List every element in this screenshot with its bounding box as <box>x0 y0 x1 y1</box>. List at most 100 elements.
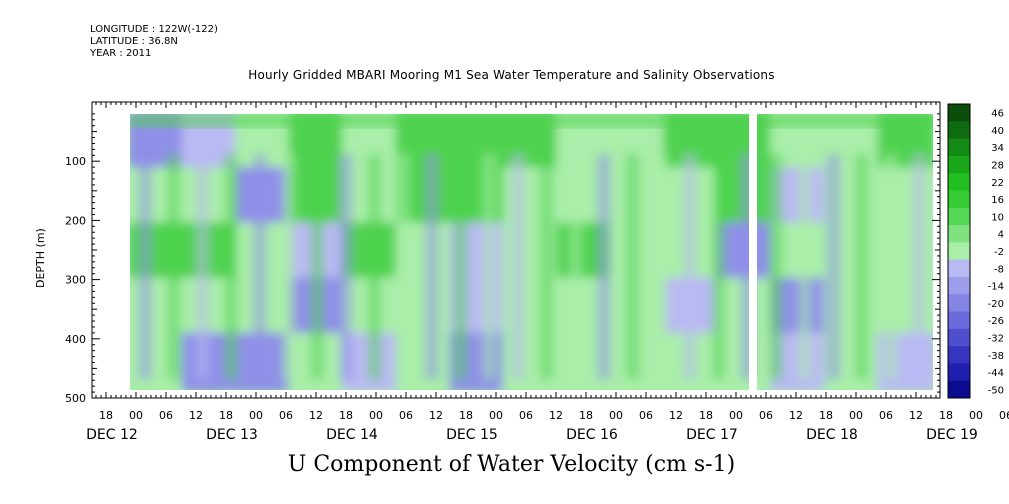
colorbar-label: 40 <box>991 126 1004 137</box>
x-tick-label: 12 <box>909 409 923 422</box>
colorbar-label: -20 <box>988 299 1004 310</box>
x-tick-label: 06 <box>999 409 1009 422</box>
colorbar-frame <box>947 103 971 399</box>
heat-streak <box>855 154 869 380</box>
colorbar-label: -44 <box>988 368 1004 379</box>
x-tick-label: 00 <box>849 409 863 422</box>
colorbar-swatch <box>948 155 970 174</box>
colorbar-swatch <box>948 104 970 122</box>
heat-streak <box>224 154 238 380</box>
x-tick-label: 12 <box>309 409 323 422</box>
heat-streak <box>568 154 582 380</box>
heat-streak <box>769 154 783 380</box>
heat-streak <box>167 154 181 380</box>
x-tick-label: 18 <box>939 409 953 422</box>
heat-streak <box>195 154 209 380</box>
x-tick-label: 06 <box>639 409 653 422</box>
heat-streak <box>712 154 726 380</box>
chart-title: Hourly Gridded MBARI Mooring M1 Sea Wate… <box>0 68 1009 82</box>
heat-streak <box>654 154 668 380</box>
x-axis: 18 00 06 12 18 00 06 12 18 00 06 12 18 00 06 12 18 00 06 12… <box>86 102 1009 443</box>
heat-streak <box>826 154 840 380</box>
x-tick-label: 00 <box>369 409 383 422</box>
colorbar-label: 10 <box>991 212 1004 223</box>
colorbar-swatch <box>948 173 970 191</box>
heat-streak <box>626 154 640 380</box>
x-tick-label: 00 <box>729 409 743 422</box>
x-tick-label: 12 <box>669 409 683 422</box>
x-tick-label: 00 <box>609 409 623 422</box>
x-tick-label: 06 <box>399 409 413 422</box>
x-tick-label: 00 <box>969 409 983 422</box>
x-tick-label: 18 <box>579 409 593 422</box>
colorbar-label: -26 <box>988 316 1004 327</box>
colorbar-label: -50 <box>988 385 1004 396</box>
colorbar-label: -32 <box>988 333 1004 344</box>
heat-streak <box>396 154 410 380</box>
colorbar-swatch <box>948 121 970 140</box>
colorbar-swatch <box>948 242 970 261</box>
colorbar-swatch <box>948 328 970 347</box>
longitude-label: LONGITUDE : 122W(-122) <box>90 24 218 35</box>
x-day-label: DEC 19 <box>926 427 978 443</box>
data-gap <box>749 114 757 390</box>
x-tick-label: 00 <box>489 409 503 422</box>
colorbar-label: 34 <box>991 143 1004 154</box>
heat-streak <box>683 154 697 380</box>
colorbar-swatch <box>948 346 970 364</box>
y-axis: 100 200 300 400 500 <box>65 113 940 405</box>
heatmap-field <box>130 114 933 390</box>
x-tick-label: 12 <box>549 409 563 422</box>
x-tick-label: 06 <box>159 409 173 422</box>
heat-streak <box>310 154 324 380</box>
colorbar-swatch <box>948 138 970 157</box>
colorbar-label: 22 <box>991 178 1004 189</box>
x-day-label: DEC 15 <box>446 427 498 443</box>
y-tick-label: 200 <box>65 214 86 227</box>
heat-streak <box>540 154 554 380</box>
y-axis-label: DEPTH (m) <box>34 228 47 288</box>
colorbar-swatch <box>948 294 970 313</box>
plot-title-text: U Component of Water Velocity (cm s-1) <box>287 452 736 477</box>
colorbar-label: 4 <box>998 230 1004 241</box>
heat-streak <box>597 154 611 380</box>
x-day-label: DEC 12 <box>86 427 138 443</box>
heat-streak <box>425 154 439 380</box>
x-day-label: DEC 13 <box>206 427 258 443</box>
x-tick-label: 00 <box>129 409 143 422</box>
colorbar-swatch <box>948 276 970 295</box>
x-tick-label: 12 <box>789 409 803 422</box>
x-day-label: DEC 17 <box>686 427 738 443</box>
y-tick-label: 500 <box>65 392 86 405</box>
heat-streak <box>253 154 267 380</box>
colorbar-swatch <box>948 190 970 209</box>
y-tick-label: 400 <box>65 333 86 346</box>
latitude-label: LATITUDE : 36.8N <box>90 36 178 47</box>
colorbar-label: 16 <box>991 195 1004 206</box>
colorbar-label: -8 <box>994 264 1004 275</box>
x-tick-label: 18 <box>99 409 113 422</box>
surface-band <box>130 114 933 128</box>
x-tick-label: 18 <box>459 409 473 422</box>
x-tick-label: 00 <box>249 409 263 422</box>
colorbar-label: -14 <box>988 282 1004 293</box>
heat-streak <box>368 154 381 380</box>
field-cells <box>130 114 933 390</box>
colorbar: 46 40 34 28 22 16 10 4 -2 -8 -14 -20 -26 -32 -38 -44 -50 <box>947 103 1004 399</box>
gap-column <box>749 114 757 390</box>
colorbar-label: 46 <box>991 109 1004 120</box>
colorbar-label: 28 <box>991 161 1004 172</box>
x-day-label: DEC 18 <box>806 427 858 443</box>
colorbar-swatch <box>948 225 970 243</box>
x-tick-label: 06 <box>519 409 533 422</box>
x-tick-label: 06 <box>879 409 893 422</box>
colorbar-swatch <box>948 259 970 278</box>
heat-streak <box>511 154 525 380</box>
colorbar-swatch <box>948 380 970 399</box>
colorbar-swatch <box>948 363 970 382</box>
x-tick-label: 06 <box>759 409 773 422</box>
colorbar-swatch <box>948 207 970 226</box>
heat-streak <box>281 154 295 380</box>
plot-title: U Component of Water Velocity (cm s-1) <box>0 452 1009 477</box>
x-day-label: DEC 16 <box>566 427 618 443</box>
